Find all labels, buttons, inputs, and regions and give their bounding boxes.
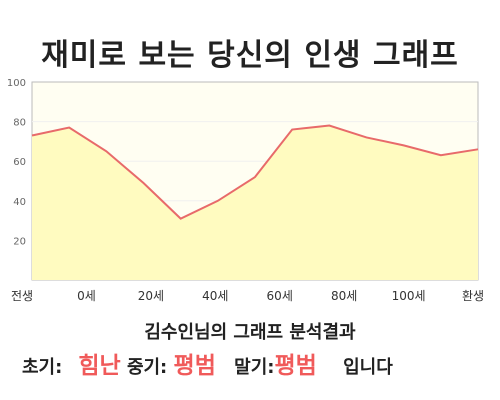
mid-label: 중기: (126, 357, 168, 378)
y-tick-label: 60 (13, 157, 26, 168)
x-tick-label: 40세 (202, 289, 228, 303)
life-line (31, 124, 479, 220)
early-label: 초기: (22, 357, 63, 378)
analysis-result: 초기: 힘난 중기: 평범 말기:평범 입니다 (22, 346, 492, 380)
y-tick-label: 100 (7, 78, 26, 89)
life-graph-chart: 20 40 60 80 100 전생 0세 20세 40세 60세 80세 100세 환생 (7, 78, 484, 303)
life-area-fill (32, 125, 478, 280)
chart-title: 재미로 보는 당신의 인생 그래프 (41, 38, 459, 73)
x-tick-label: 100세 (392, 289, 426, 303)
x-tick-label: 0세 (77, 289, 96, 303)
y-tick-label: 80 (13, 118, 26, 129)
x-tick-label: 80세 (331, 289, 357, 303)
y-tick-label: 40 (13, 197, 26, 208)
x-axis-ticks: 전생 0세 20세 40세 60세 80세 100세 환생 (11, 289, 484, 303)
result-suffix: 입니다 (343, 357, 393, 378)
x-tick-label: 전생 (11, 289, 33, 303)
x-tick-label: 60세 (267, 289, 293, 303)
x-tick-label: 20세 (138, 289, 164, 303)
y-axis-ticks: 20 40 60 80 100 (7, 78, 26, 247)
y-tick-label: 20 (13, 236, 26, 247)
mid-value: 평범 (173, 353, 216, 379)
analysis-subtitle: 김수인님의 그래프 분석결과 (144, 322, 356, 343)
late-label: 말기: (234, 357, 275, 378)
late-value: 평범 (274, 353, 317, 379)
x-tick-label: 환생 (462, 289, 484, 303)
early-value: 힘난 (78, 353, 121, 379)
